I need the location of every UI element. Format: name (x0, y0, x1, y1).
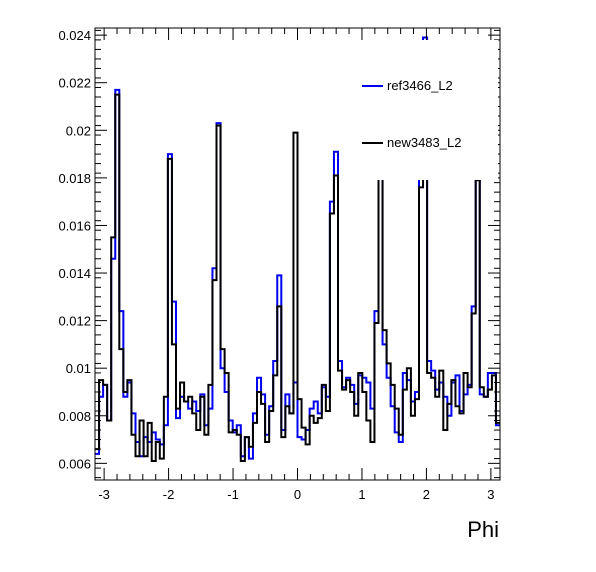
y-tick-label: 0.02 (66, 123, 91, 138)
x-tick-label: 0 (294, 487, 301, 502)
x-tick-label: -1 (227, 487, 239, 502)
x-tick-label: 2 (423, 487, 430, 502)
series-layer (95, 36, 500, 462)
y-tick-label: 0.022 (58, 76, 91, 91)
y-axis: 0.006 0.008 0.01 0.012 0.014 0.016 0.018 0.02 0.… (58, 28, 500, 479)
y-tick-label: 0.018 (58, 171, 91, 186)
x-tick-label: 3 (487, 487, 494, 502)
y-tick-label: 0.016 (58, 218, 91, 233)
legend: ref3466_L2 new3483_L2 (358, 40, 498, 180)
y-tick-label: 0.014 (58, 266, 91, 281)
x-tick-label: 1 (358, 487, 365, 502)
legend-label-ref: ref3466_L2 (387, 78, 453, 93)
x-tick-label: -2 (163, 487, 175, 502)
y-tick-label: 0.006 (58, 456, 91, 471)
y-tick-label: 0.024 (58, 28, 91, 43)
legend-box (358, 40, 498, 180)
y-tick-label: 0.01 (66, 361, 91, 376)
legend-label-new: new3483_L2 (387, 135, 461, 150)
series-line-1 (95, 43, 500, 462)
x-tick-label: -3 (98, 487, 110, 502)
y-tick-label: 0.012 (58, 314, 91, 329)
y-tick-label: 0.008 (58, 409, 91, 424)
x-axis: -3 -2 -1 0 1 2 3 (98, 28, 494, 502)
x-axis-title: Phi (467, 517, 499, 542)
